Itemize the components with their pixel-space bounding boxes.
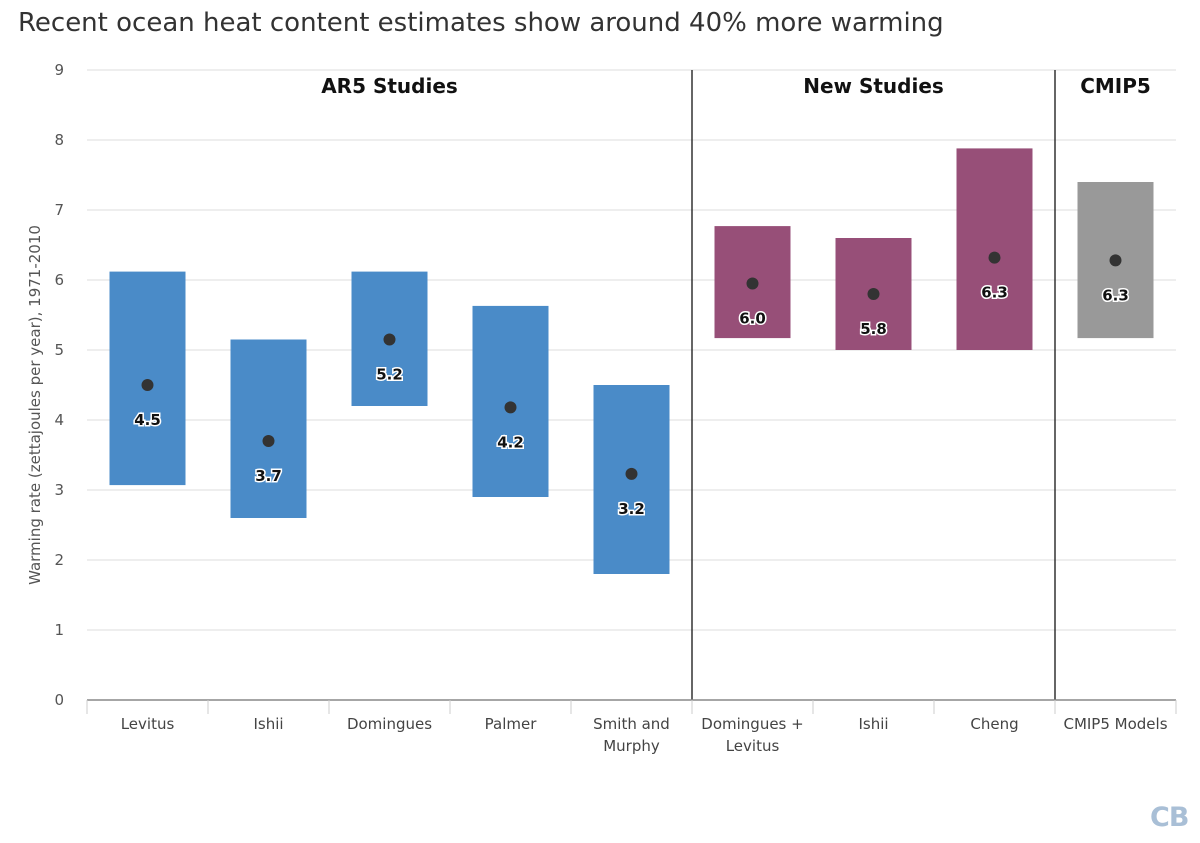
y-tick-label: 8 [54, 131, 64, 149]
value-label: 6.3 [1102, 286, 1129, 304]
labels: 4.5 Levitus 3.7 Ishii 5.2 Domingues 4.2 Palmer 3… [121, 74, 1168, 755]
group-label: AR5 Studies [321, 74, 458, 98]
y-tick-label: 6 [54, 271, 64, 289]
x-category-label: Murphy [603, 737, 660, 755]
x-category-label: CMIP5 Models [1063, 715, 1167, 733]
range-bars [109, 148, 1154, 574]
value-label: 4.2 [497, 433, 524, 451]
y-tick-label: 3 [54, 481, 64, 499]
central-estimate-dot [988, 251, 1001, 264]
value-label: 5.2 [376, 366, 403, 384]
x-category-label: Ishii [858, 715, 888, 733]
x-category-label: Levitus [121, 715, 175, 733]
y-tick-label: 0 [54, 691, 64, 709]
value-label: 3.7 [255, 467, 282, 485]
central-estimate-dot [383, 333, 396, 346]
value-label: 4.5 [134, 411, 161, 429]
range-bar [109, 271, 186, 486]
value-label: 6.0 [739, 310, 766, 328]
x-category-label: Domingues [347, 715, 432, 733]
group-label: CMIP5 [1080, 74, 1151, 98]
central-estimate-dot [262, 435, 275, 447]
x-category-label: Ishii [253, 715, 283, 733]
group-dividers [691, 70, 1056, 700]
central-estimate-dot [504, 401, 517, 414]
range-bar [230, 339, 307, 518]
y-tick-label: 4 [54, 411, 64, 429]
central-estimate-dot [1109, 254, 1122, 267]
x-category-label: Cheng [970, 715, 1018, 733]
y-tick-label: 9 [54, 61, 64, 79]
central-estimate-dot [746, 277, 759, 290]
y-tick-label: 7 [54, 201, 64, 219]
x-category-label: Palmer [485, 715, 538, 733]
group-label: New Studies [803, 74, 944, 98]
x-category-label: Domingues + [701, 715, 803, 733]
carbon-brief-logo: CB [1150, 802, 1189, 833]
y-tick-label: 5 [54, 341, 64, 359]
x-category-label: Levitus [726, 737, 780, 755]
x-category-label: Smith and [593, 715, 670, 733]
value-label: 6.3 [981, 284, 1008, 302]
y-tick-label: 1 [54, 621, 64, 639]
central-estimate-dot [867, 288, 880, 300]
axes: 0 1 2 3 4 5 6 7 8 9 Warming rate (zettajoules per … [26, 61, 1177, 714]
chart-title: Recent ocean heat content estimates show… [18, 8, 944, 38]
central-estimate-dot [625, 467, 638, 480]
value-label: 5.8 [860, 320, 887, 338]
y-tick-label: 2 [54, 551, 64, 569]
central-estimate-dot [141, 379, 154, 391]
y-axis-label: Warming rate (zettajoules per year), 197… [26, 225, 44, 585]
range-bar [956, 148, 1033, 350]
value-label: 3.2 [618, 500, 645, 518]
